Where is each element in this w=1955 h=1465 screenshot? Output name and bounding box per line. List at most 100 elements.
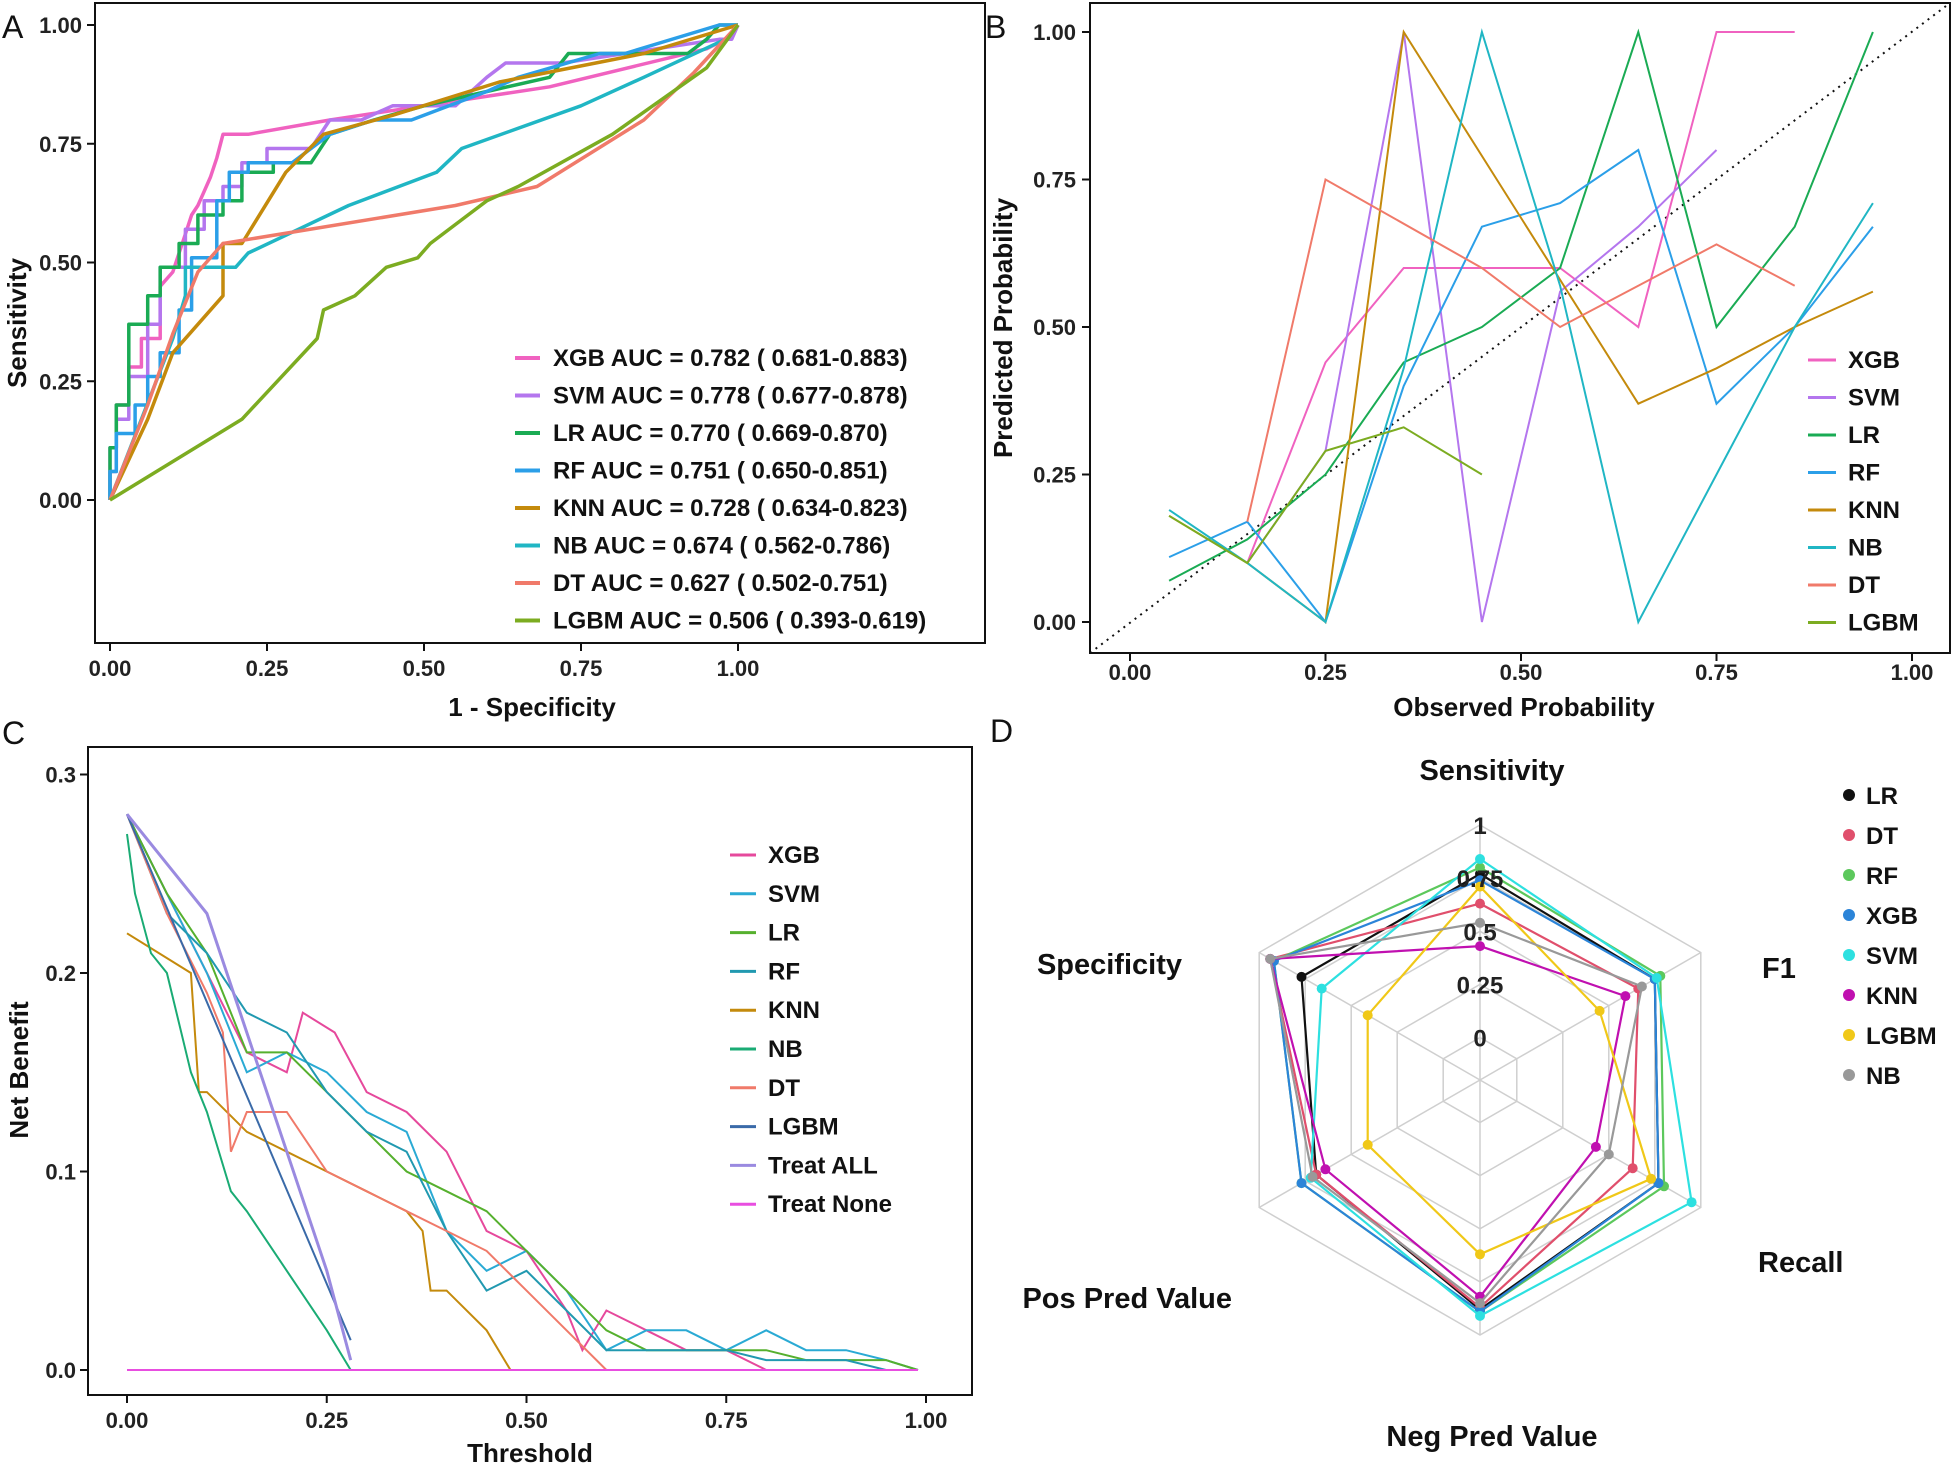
calibration-legend-label-knn: KNN (1848, 497, 1900, 524)
radar-legend-label-knn: KNN (1866, 983, 1918, 1010)
radar-point-dt (1475, 898, 1485, 909)
radar-series-lgbm (1362, 881, 1657, 1260)
calibration-line-rf (1168, 148, 1874, 625)
decision-y-tick-label: 0.2 (45, 961, 76, 986)
radar-point-lgbm (1475, 881, 1485, 892)
calibration-x-tick-label: 0.00 (1109, 660, 1152, 685)
decision-legend-label-treat-all: Treat ALL (768, 1152, 878, 1179)
roc-y-tick-label: 0.75 (39, 132, 82, 157)
radar-point-xgb (1653, 1178, 1664, 1189)
calibration-line-nb (1168, 28, 1874, 625)
calibration-y-tick-label: 0.50 (1033, 315, 1076, 340)
radar-point-nb (1475, 1298, 1485, 1309)
radar-legend-dot-dt (1843, 829, 1855, 841)
calibration-legend-label-lgbm: LGBM (1848, 610, 1919, 637)
calibration-legend-label-rf: RF (1848, 460, 1880, 487)
decision-line-lgbm (126, 813, 352, 1341)
calibration-x-axis-label: Observed Probability (1393, 692, 1655, 722)
radar-point-lgbm (1362, 1139, 1373, 1150)
radar-point-svm (1475, 854, 1485, 864)
decision-x-tick-label: 0.50 (505, 1408, 548, 1433)
roc-y-tick-label: 0.00 (39, 488, 82, 513)
roc-x-tick-label: 0.50 (403, 656, 446, 681)
roc-x-tick-label: 1.00 (717, 656, 760, 681)
roc-x-tick-label: 0.75 (560, 656, 603, 681)
radar-legend-label-xgb: XGB (1866, 903, 1918, 930)
roc-legend-label-xgb: XGB AUC = 0.782 ( 0.681-0.883) (553, 345, 908, 372)
decision-line-rf (126, 813, 918, 1371)
decision-curve-x-axis-label: Threshold (467, 1438, 593, 1465)
radar-axis-label-pos-pred-value: Pos Pred Value (1022, 1283, 1232, 1315)
decision-line-nb (126, 833, 352, 1371)
decision-x-tick-label: 0.75 (705, 1408, 748, 1433)
panel-letter-b: B (985, 9, 1006, 45)
radar-axis-label-neg-pred-value: Neg Pred Value (1386, 1421, 1597, 1453)
panel-letter-c: C (2, 715, 25, 751)
radar-point-svm (1475, 1310, 1485, 1321)
roc-panel: 0.00 0.25 0.50 0.75 1.00 0.00 0.25 0.50 0.75 1.00… (2, 2, 986, 722)
radar-axis-label-f1: F1 (1762, 953, 1796, 985)
roc-plot-frame (94, 2, 986, 644)
decision-legend-label-rf: RF (768, 958, 800, 985)
radar-radial-tick-label: 0 (1473, 1026, 1486, 1053)
roc-y-tick-label: 1.00 (39, 13, 82, 38)
radar-point-svm (1686, 1197, 1697, 1208)
calibration-y-tick-label: 0.00 (1033, 610, 1076, 635)
radar-point-nb (1265, 953, 1276, 964)
calibration-x-tick-label: 0.75 (1695, 660, 1738, 685)
radar-point-lgbm (1362, 1010, 1373, 1021)
radar-legend-label-dt: DT (1866, 823, 1898, 850)
calibration-legend-label-xgb: XGB (1848, 347, 1900, 374)
decision-x-tick-label: 1.00 (905, 1408, 948, 1433)
radar-point-lgbm (1594, 1005, 1605, 1016)
decision-y-tick-label: 0.0 (45, 1358, 76, 1383)
calibration-x-tick-label: 1.00 (1891, 660, 1934, 685)
radar-radial-tick-label: 0.25 (1457, 972, 1504, 999)
radar-point-lgbm (1646, 1173, 1657, 1184)
decision-legend-label-nb: NB (768, 1036, 803, 1063)
decision-curve-panel: 0.00 0.25 0.50 0.75 1.00 0.0 0.1 0.2 0.3 XGB SVM L… (4, 746, 973, 1465)
roc-x-axis-label: 1 - Specificity (448, 692, 616, 722)
decision-y-tick-label: 0.3 (45, 763, 76, 788)
radar-legend-dot-lgbm (1843, 1029, 1855, 1041)
calibration-line-dt (1246, 177, 1796, 522)
radar-axis-label-recall: Recall (1758, 1247, 1843, 1279)
roc-legend-label-lgbm: LGBM AUC = 0.506 ( 0.393-0.619) (553, 608, 926, 635)
roc-legend-label-svm: SVM AUC = 0.778 ( 0.677-0.878) (553, 383, 908, 410)
radar-legend-label-rf: RF (1866, 863, 1898, 890)
calibration-y-tick-label: 1.00 (1033, 20, 1076, 45)
decision-legend-label-xgb: XGB (768, 842, 820, 869)
decision-legend-label-lgbm: LGBM (768, 1114, 839, 1141)
decision-line-dt (126, 813, 608, 1371)
calibration-y-tick-label: 0.25 (1033, 463, 1076, 488)
radar-point-knn (1620, 991, 1631, 1002)
calibration-y-axis-label: Predicted Probability (988, 197, 1018, 458)
radar-legend-dot-nb (1843, 1069, 1855, 1081)
radar-axis-label-sensitivity: Sensitivity (1419, 755, 1564, 787)
roc-legend-label-knn: KNN AUC = 0.728 ( 0.634-0.823) (553, 495, 908, 522)
radar-legend-label-lgbm: LGBM (1866, 1023, 1937, 1050)
radar-point-knn (1320, 1164, 1331, 1175)
decision-legend-label-lr: LR (768, 920, 800, 947)
radar-point-nb (1636, 981, 1647, 992)
decision-legend-label-svm: SVM (768, 881, 820, 908)
calibration-y-tick-label: 0.75 (1033, 168, 1076, 193)
calibration-reference-diagonal (1089, 2, 1951, 654)
radar-radial-tick-label: 1 (1473, 813, 1486, 840)
radar-point-lr (1296, 971, 1307, 982)
radar-legend-dot-xgb (1843, 909, 1855, 921)
calibration-x-tick-label: 0.50 (1500, 660, 1543, 685)
roc-legend-label-lr: LR AUC = 0.770 ( 0.669-0.870) (553, 420, 888, 447)
radar-point-nb (1603, 1149, 1614, 1160)
decision-y-tick-label: 0.1 (45, 1160, 76, 1185)
decision-curve-plot-frame (87, 746, 973, 1396)
radar-point-knn (1590, 1141, 1601, 1152)
radar-legend-label-lr: LR (1866, 783, 1898, 810)
decision-line-treat-all (125, 813, 353, 1361)
decision-legend-label-dt: DT (768, 1075, 800, 1102)
calibration-legend-label-nb: NB (1848, 535, 1883, 562)
radar-point-dt (1627, 1163, 1638, 1174)
decision-x-tick-label: 0.25 (305, 1408, 348, 1433)
roc-line-knn (108, 23, 739, 501)
